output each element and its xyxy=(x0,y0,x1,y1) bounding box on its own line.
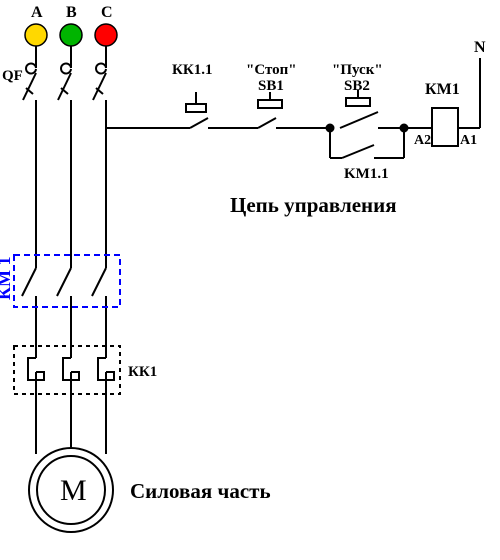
motor-label: M xyxy=(60,474,87,507)
qf-label: QF xyxy=(2,68,23,84)
stop-label: "Стоп" xyxy=(246,62,297,78)
schematic-diagram: A B C N QF КК1.1 "Стоп" SB1 "Пуск" SB2 К… xyxy=(0,0,500,560)
control-label: Цепь управления xyxy=(230,193,397,217)
kk1-label: КК1 xyxy=(128,364,157,380)
sb2-label: SB2 xyxy=(344,78,370,94)
km1-vertical-label: КМ 1 xyxy=(0,256,14,300)
a1-label: A1 xyxy=(460,133,477,148)
km1-label: КМ1 xyxy=(425,81,460,98)
power-label: Силовая часть xyxy=(130,479,271,503)
phase-a-label: A xyxy=(31,4,43,21)
neutral-label: N xyxy=(474,39,486,56)
phase-b-label: B xyxy=(66,4,77,21)
km11-label: KM1.1 xyxy=(344,166,389,182)
a2-label: A2 xyxy=(414,133,431,148)
start-label: "Пуск" xyxy=(332,62,383,78)
phase-c-label: C xyxy=(101,4,113,21)
sb1-label: SB1 xyxy=(258,78,284,94)
kk11-label: КК1.1 xyxy=(172,62,213,78)
